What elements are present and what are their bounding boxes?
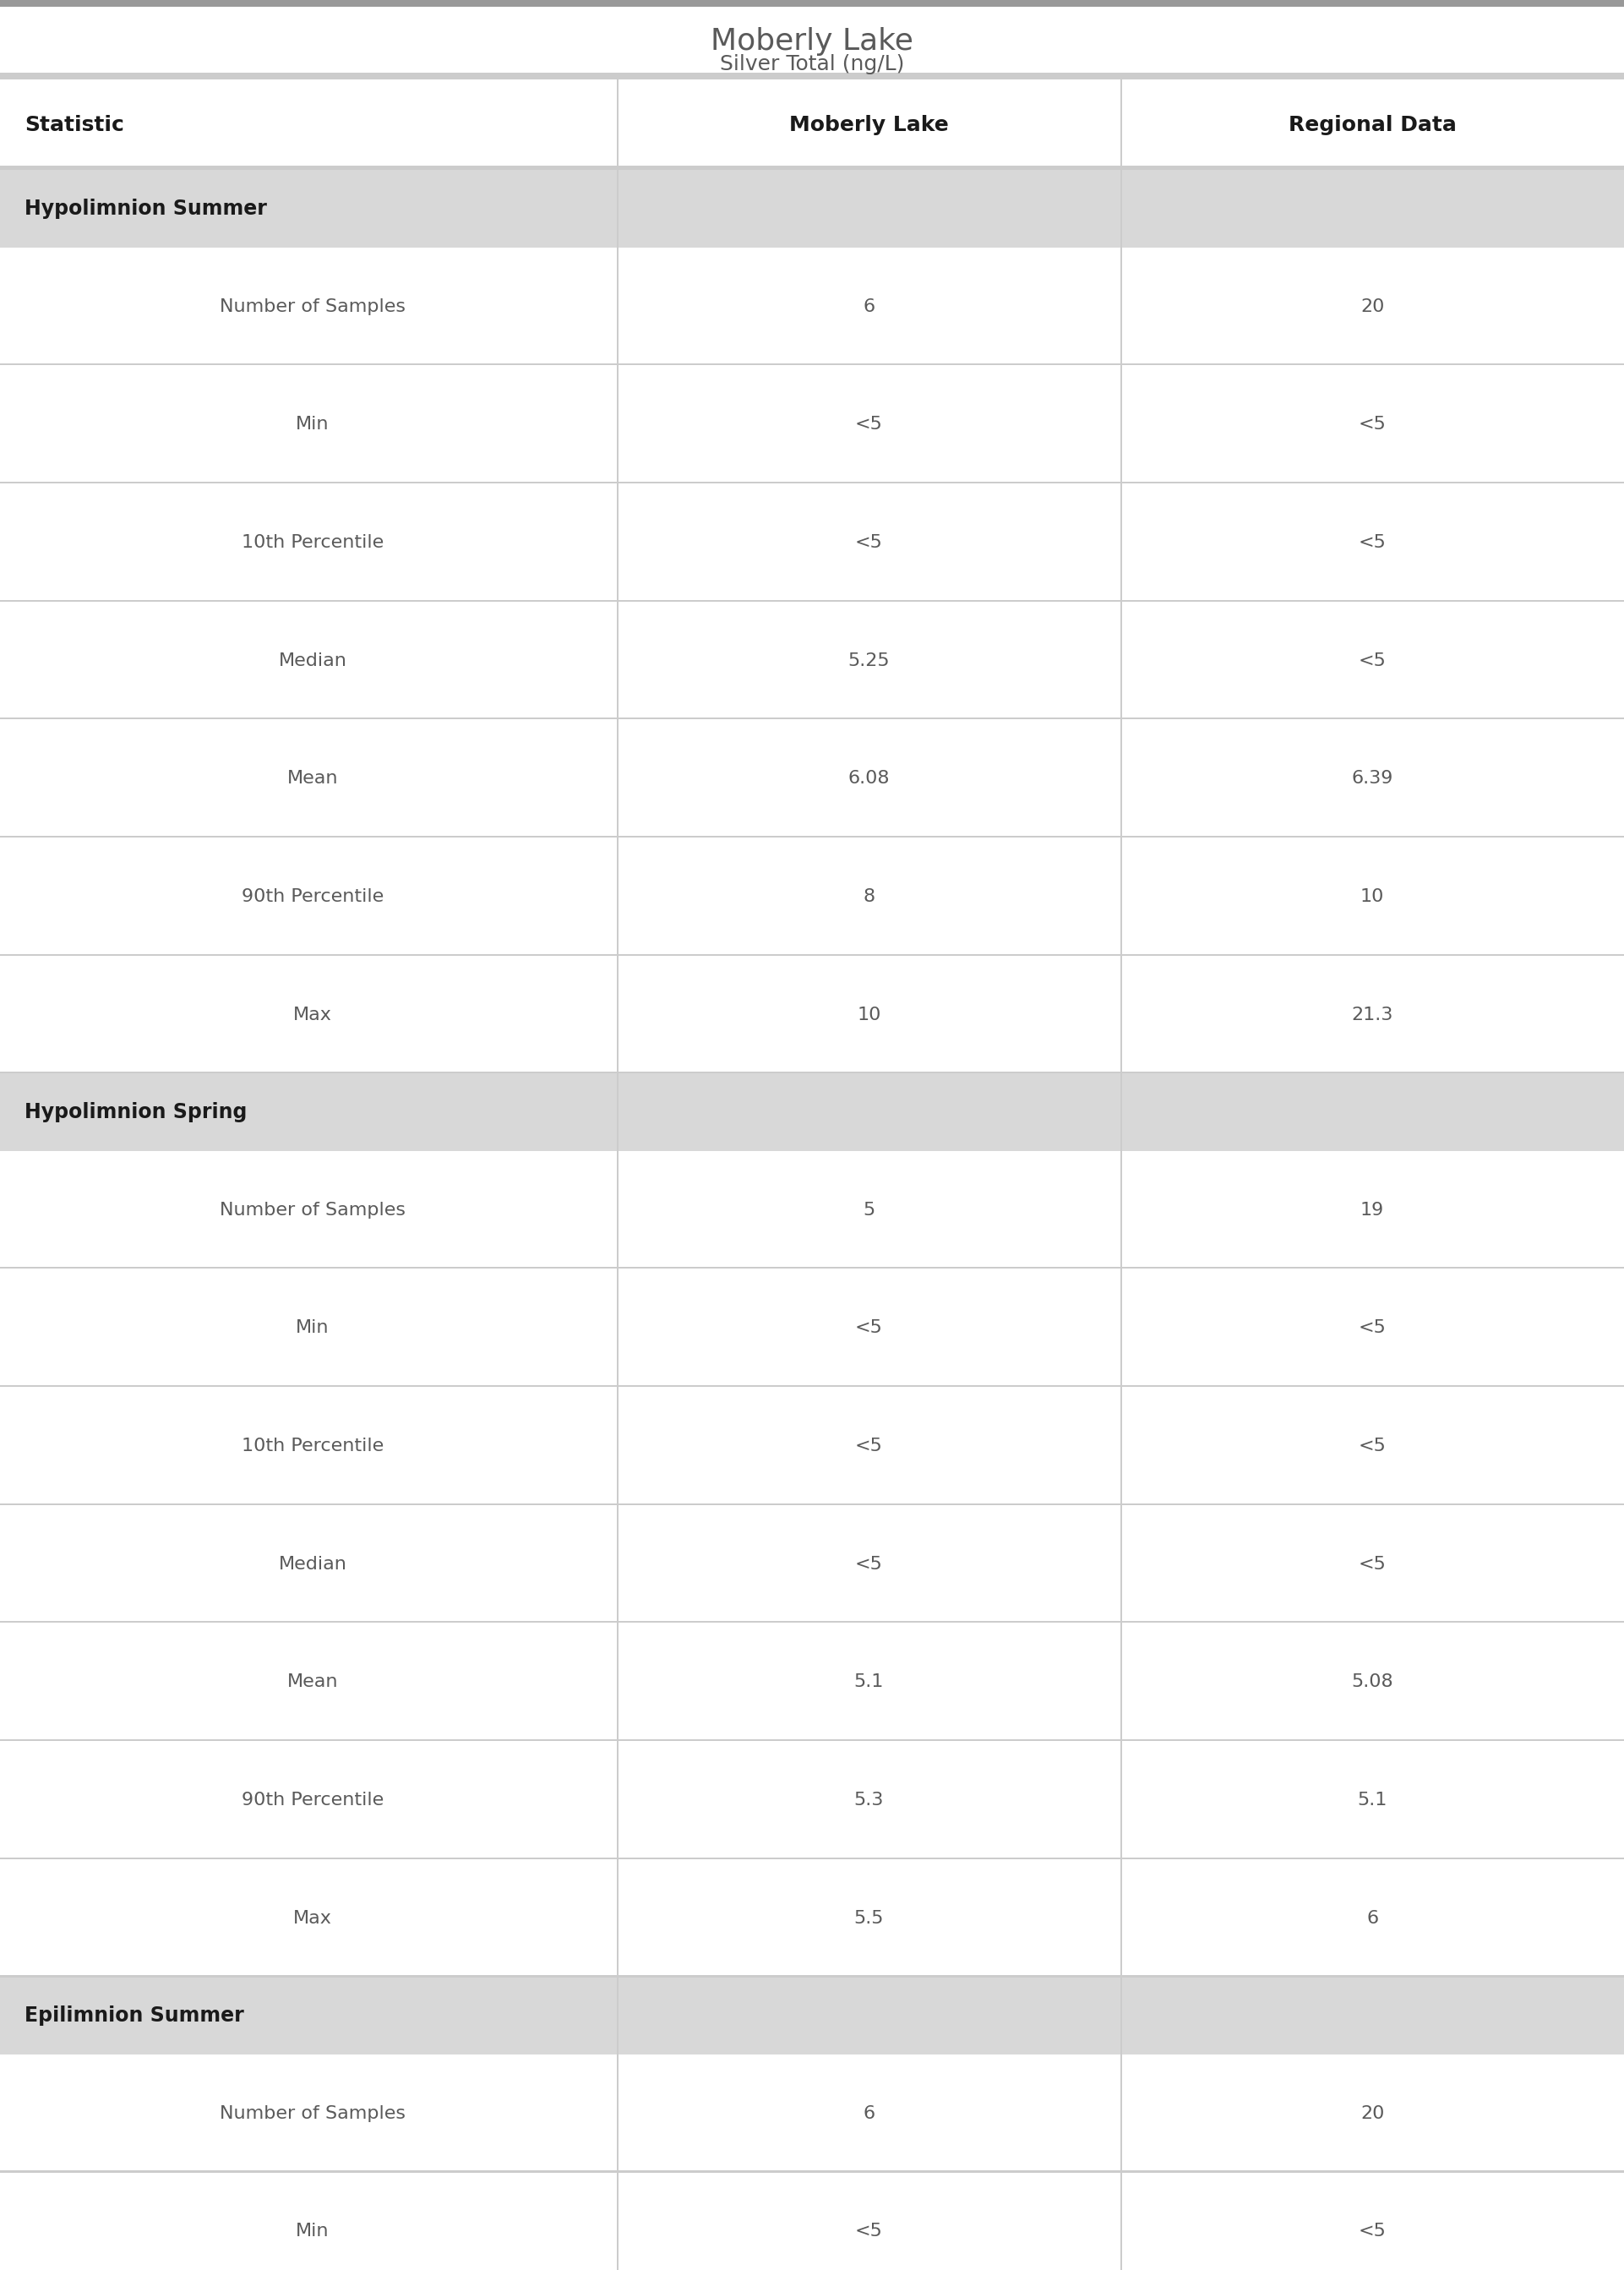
Bar <box>0 2054 1624 2172</box>
Bar <box>0 1741 1624 1859</box>
Text: 10th Percentile: 10th Percentile <box>242 533 383 552</box>
Bar <box>0 1859 1624 1977</box>
Bar <box>0 1623 1624 1741</box>
Bar <box>0 1977 1624 2054</box>
Text: <5: <5 <box>854 1437 883 1455</box>
Text: 6: 6 <box>862 297 875 316</box>
Text: Median: Median <box>278 651 348 670</box>
Text: Hypolimnion Summer: Hypolimnion Summer <box>24 200 266 218</box>
Text: 8: 8 <box>862 888 875 906</box>
Bar <box>0 1151 1624 1269</box>
Bar <box>0 1387 1624 1505</box>
Bar <box>0 484 1624 602</box>
Text: Max: Max <box>294 1909 331 1927</box>
Text: <5: <5 <box>854 415 883 434</box>
Text: <5: <5 <box>854 533 883 552</box>
Bar <box>0 79 1624 170</box>
Text: Moberly Lake: Moberly Lake <box>711 27 913 57</box>
Text: <5: <5 <box>1358 1319 1387 1337</box>
Text: 10th Percentile: 10th Percentile <box>242 1437 383 1455</box>
Text: Mean: Mean <box>287 770 338 788</box>
Bar <box>0 0 1624 7</box>
Bar <box>0 838 1624 956</box>
Text: 6.08: 6.08 <box>848 770 890 788</box>
Text: 6: 6 <box>862 2104 875 2122</box>
Text: 6.39: 6.39 <box>1351 770 1393 788</box>
Text: <5: <5 <box>854 2222 883 2240</box>
Text: 5.25: 5.25 <box>848 651 890 670</box>
Text: Number of Samples: Number of Samples <box>219 2104 406 2122</box>
Text: <5: <5 <box>1358 415 1387 434</box>
Text: <5: <5 <box>1358 1555 1387 1573</box>
Text: Mean: Mean <box>287 1673 338 1691</box>
Text: 19: 19 <box>1361 1201 1384 1219</box>
Text: Moberly Lake: Moberly Lake <box>789 116 948 134</box>
Text: 5: 5 <box>862 1201 875 1219</box>
Text: Number of Samples: Number of Samples <box>219 297 406 316</box>
Bar <box>0 365 1624 484</box>
Bar <box>0 1074 1624 1151</box>
Bar <box>0 73 1624 79</box>
Text: 5.3: 5.3 <box>854 1791 883 1809</box>
Text: <5: <5 <box>1358 651 1387 670</box>
Bar <box>1121 170 1122 2270</box>
Text: 10: 10 <box>857 1006 880 1024</box>
Text: Hypolimnion Spring: Hypolimnion Spring <box>24 1103 247 1121</box>
Text: 5.1: 5.1 <box>1358 1791 1387 1809</box>
Text: Statistic: Statistic <box>24 116 123 134</box>
Text: <5: <5 <box>1358 2222 1387 2240</box>
Text: Regional Data: Regional Data <box>1288 116 1457 134</box>
Bar <box>617 73 619 170</box>
Text: <5: <5 <box>1358 1437 1387 1455</box>
Text: Median: Median <box>278 1555 348 1573</box>
Text: Epilimnion Summer: Epilimnion Summer <box>24 2007 244 2025</box>
Text: 21.3: 21.3 <box>1351 1006 1393 1024</box>
Text: Min: Min <box>296 1319 330 1337</box>
Text: <5: <5 <box>854 1555 883 1573</box>
Bar <box>0 1505 1624 1623</box>
Text: 90th Percentile: 90th Percentile <box>242 1791 383 1809</box>
Bar <box>1121 73 1122 170</box>
Bar <box>0 247 1624 365</box>
Text: 90th Percentile: 90th Percentile <box>242 888 383 906</box>
Text: 5.5: 5.5 <box>854 1909 883 1927</box>
Text: <5: <5 <box>854 1319 883 1337</box>
Text: Silver Total (ng/L): Silver Total (ng/L) <box>719 54 905 75</box>
Bar <box>0 602 1624 720</box>
Bar <box>0 956 1624 1074</box>
Text: Min: Min <box>296 2222 330 2240</box>
Text: Min: Min <box>296 415 330 434</box>
Bar <box>0 720 1624 838</box>
Bar <box>0 170 1624 247</box>
Text: Max: Max <box>294 1006 331 1024</box>
Text: 20: 20 <box>1361 297 1384 316</box>
Text: 5.08: 5.08 <box>1351 1673 1393 1691</box>
Bar <box>0 1269 1624 1387</box>
Bar <box>617 170 619 2270</box>
Text: 5.1: 5.1 <box>854 1673 883 1691</box>
Text: 6: 6 <box>1366 1909 1379 1927</box>
Text: Number of Samples: Number of Samples <box>219 1201 406 1219</box>
Text: 20: 20 <box>1361 2104 1384 2122</box>
Text: <5: <5 <box>1358 533 1387 552</box>
Bar <box>0 2172 1624 2270</box>
Text: 10: 10 <box>1361 888 1384 906</box>
Bar <box>0 166 1624 170</box>
